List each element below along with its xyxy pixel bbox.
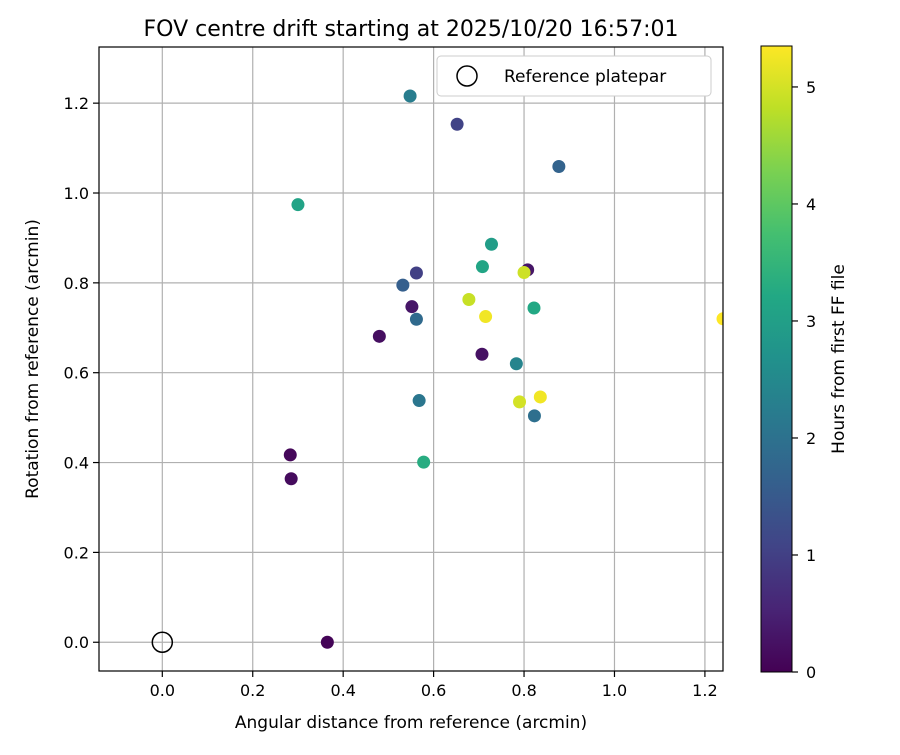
legend-marker	[456, 65, 478, 87]
data-point	[484, 237, 498, 251]
data-point	[320, 635, 334, 649]
legend-label: Reference platepar	[504, 67, 666, 87]
data-point	[552, 159, 566, 173]
data-point	[527, 409, 541, 423]
y-tick-label: 0.8	[64, 274, 89, 293]
x-axis-label: Angular distance from reference (arcmin)	[235, 713, 587, 733]
chart-title: FOV centre drift starting at 2025/10/20 …	[144, 17, 679, 42]
colorbar-label: Hours from first FF file	[829, 264, 849, 454]
x-tick-label: 0.8	[511, 681, 536, 700]
plot-frame	[98, 46, 724, 672]
y-axis-label: Rotation from reference (arcmin)	[23, 219, 43, 499]
x-tick-label: 0.4	[330, 681, 355, 700]
legend: Reference platepar	[436, 55, 712, 97]
data-point	[291, 198, 305, 212]
colorbar-tick-label: 5	[806, 78, 816, 97]
x-tick-label: 0.0	[150, 681, 175, 700]
x-tick-label: 1.2	[692, 681, 717, 700]
y-tick-label: 0.4	[64, 454, 89, 473]
data-point	[417, 455, 431, 469]
data-point	[517, 266, 531, 280]
colorbar-tick-label: 0	[806, 663, 816, 682]
x-tick-label: 1.0	[602, 681, 627, 700]
data-point	[405, 300, 419, 314]
data-point	[283, 448, 297, 462]
data-point	[403, 89, 417, 103]
colorbar: 0 1 2 3 4 5 Hours from first FF file	[760, 45, 849, 682]
data-point	[533, 390, 547, 404]
data-point	[284, 472, 298, 486]
y-axis-ticks: 0.0 0.2 0.4 0.6 0.8 1.0 1.2	[64, 94, 99, 652]
colorbar-ticks: 0 1 2 3 4 5	[792, 78, 816, 682]
data-point	[412, 394, 426, 408]
colorbar-tick-label: 2	[806, 429, 816, 448]
data-point	[396, 278, 410, 292]
data-point	[475, 347, 489, 361]
colorbar-gradient	[760, 45, 793, 673]
data-point	[513, 395, 527, 409]
data-point	[716, 312, 723, 326]
y-tick-label: 0.2	[64, 543, 89, 562]
data-point	[409, 312, 423, 326]
data-point	[372, 329, 386, 343]
data-point	[509, 357, 523, 371]
colorbar-tick-label: 3	[806, 312, 816, 331]
data-point	[475, 260, 489, 274]
data-point	[409, 266, 423, 280]
y-tick-label: 1.0	[64, 184, 89, 203]
data-point	[527, 301, 541, 315]
y-tick-label: 0.0	[64, 633, 89, 652]
colorbar-tick-label: 4	[806, 195, 816, 214]
data-point	[462, 292, 476, 306]
reference-marker	[151, 631, 174, 653]
data-point	[479, 310, 493, 324]
y-tick-label: 0.6	[64, 364, 89, 383]
legend-box	[436, 55, 712, 97]
y-tick-label: 1.2	[64, 94, 89, 113]
colorbar-tick-label: 1	[806, 546, 816, 565]
data-point	[450, 117, 464, 131]
x-tick-label: 0.2	[240, 681, 265, 700]
x-axis-ticks: 0.0 0.2 0.4 0.6 0.8 1.0 1.2	[150, 671, 718, 700]
x-tick-label: 0.6	[421, 681, 446, 700]
data-points	[283, 89, 723, 649]
grid	[99, 47, 723, 671]
